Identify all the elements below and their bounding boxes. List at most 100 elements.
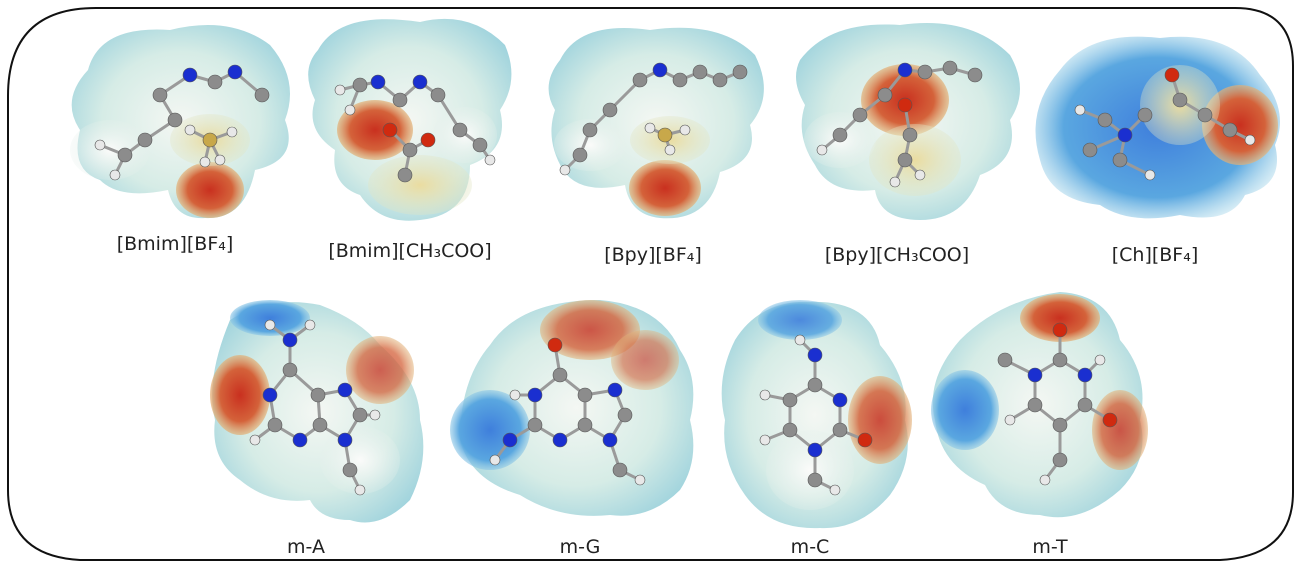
atom [282, 332, 298, 348]
atom [167, 112, 183, 128]
atom [877, 87, 893, 103]
atom [1052, 352, 1068, 368]
atom [547, 337, 563, 353]
atom [897, 152, 913, 168]
rounded-frame [7, 7, 1294, 561]
label-bmim-bf4: [Bmim][BF₄] [116, 233, 234, 255]
atom [1244, 134, 1256, 146]
molecule-m-c [721, 300, 912, 529]
atom [397, 167, 413, 183]
molecule-ch-bf4 [1035, 36, 1280, 219]
atom [94, 139, 106, 151]
label-ch-bf4: [Ch][BF₄] [1111, 244, 1199, 266]
atom [902, 127, 918, 143]
molecule-m-g [450, 300, 694, 516]
atom [897, 97, 913, 113]
atom [509, 389, 521, 401]
atom [1027, 397, 1043, 413]
atom [782, 422, 798, 438]
molecule-bpy-bf4 [548, 27, 764, 219]
atom [1094, 354, 1106, 366]
atom [759, 389, 771, 401]
atom [582, 122, 598, 138]
atom [392, 92, 408, 108]
atom [679, 124, 691, 136]
atom [1039, 474, 1051, 486]
label-m-g: m-G [559, 536, 601, 558]
atom [617, 407, 633, 423]
atom [420, 132, 436, 148]
atom [249, 434, 261, 446]
atom [782, 392, 798, 408]
atom [794, 334, 806, 346]
atom [489, 454, 501, 466]
atom [137, 132, 153, 148]
atom [352, 77, 368, 93]
atom [262, 387, 278, 403]
atom [1074, 104, 1086, 116]
atom [184, 124, 196, 136]
atom [264, 319, 276, 331]
atom [304, 319, 316, 331]
atom [1144, 169, 1156, 181]
atom [352, 407, 368, 423]
atom [182, 67, 198, 83]
atom [117, 147, 133, 163]
atom [402, 142, 418, 158]
atom [484, 154, 496, 166]
atom [602, 102, 618, 118]
atom [1137, 107, 1153, 123]
label-bpy-ch3coo: [Bpy][CH₃COO] [824, 244, 970, 266]
atom [832, 422, 848, 438]
label-bpy-bf4: [Bpy][BF₄] [604, 244, 702, 266]
atom [602, 432, 618, 448]
label-bmim-ch3coo: [Bmim][CH₃COO] [328, 240, 492, 262]
atom [1102, 412, 1118, 428]
atom [807, 472, 823, 488]
atom [632, 72, 648, 88]
atom [369, 409, 381, 421]
atom [692, 64, 708, 80]
atom [652, 62, 668, 78]
molecule-bmim-ch3coo [308, 18, 512, 221]
atom [607, 382, 623, 398]
atom [1172, 92, 1188, 108]
atom [807, 442, 823, 458]
atom [1027, 367, 1043, 383]
atom [657, 127, 673, 143]
atom [527, 417, 543, 433]
atom [712, 72, 728, 88]
atom [1052, 452, 1068, 468]
atom [889, 176, 901, 188]
label-m-t: m-T [1032, 536, 1068, 558]
atom [354, 484, 366, 496]
atom [572, 147, 588, 163]
atom [857, 432, 873, 448]
atom [664, 144, 676, 156]
atom [226, 126, 238, 138]
atom [1004, 414, 1016, 426]
atom [344, 104, 356, 116]
atom [292, 432, 308, 448]
atom [502, 432, 518, 448]
atom [1082, 142, 1098, 158]
atom [1077, 397, 1093, 413]
atom [1197, 107, 1213, 123]
atom [917, 64, 933, 80]
atom [634, 474, 646, 486]
atom [207, 74, 223, 90]
atom [997, 352, 1013, 368]
atom [267, 417, 283, 433]
molecule-m-a [210, 300, 424, 523]
atom [1052, 322, 1068, 338]
atom [254, 87, 270, 103]
atom [552, 367, 568, 383]
atom [732, 64, 748, 80]
atom [612, 462, 628, 478]
atom [759, 434, 771, 446]
atom [452, 122, 468, 138]
atom [1097, 112, 1113, 128]
atom [967, 67, 983, 83]
atom [914, 169, 926, 181]
